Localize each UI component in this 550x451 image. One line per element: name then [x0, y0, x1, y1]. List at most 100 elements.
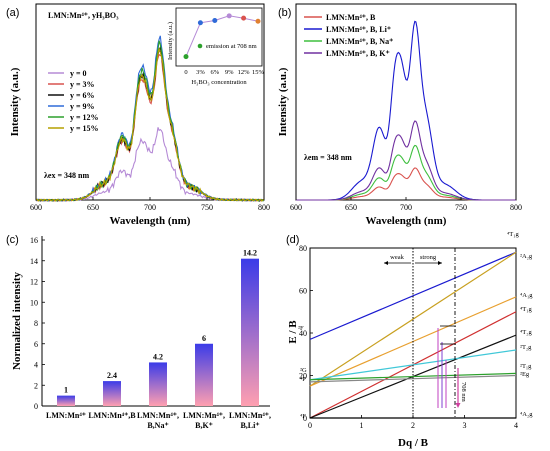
inset-point	[212, 17, 218, 23]
left-label-2F: ²F	[298, 325, 304, 332]
inset-point	[255, 18, 261, 24]
panel-a-label: (a)	[6, 7, 19, 19]
energy-level-line-5	[309, 349, 517, 381]
bar-value-label: 6	[202, 334, 206, 343]
panel-a-legend: y = 0 y = 3% y = 6% y = 9% y = 12% y = 15%	[48, 69, 99, 133]
panel-b-lambda: λem = 348 nm	[304, 153, 352, 162]
legend-label: LMN:Mn⁴⁺, B, K⁺	[326, 49, 390, 58]
ytick-label: 10	[30, 298, 38, 307]
emission-label: 708 nm	[460, 382, 467, 402]
panel-d-ylabel: E / B	[287, 320, 299, 344]
xtick-label: 750	[201, 203, 213, 212]
panel-a-title: LMN:Mn⁴⁺, yH₃BO₃	[48, 11, 119, 20]
inset-xtick: 12%	[238, 69, 251, 76]
ytick-label: 20	[299, 372, 307, 381]
ytick-label: 6	[34, 340, 38, 349]
ytick-label: 14	[30, 257, 38, 266]
energy-level-line-6	[309, 372, 517, 381]
inset-xtick: 6%	[210, 69, 219, 76]
xtick-label: 800	[258, 203, 270, 212]
inset-point	[197, 20, 203, 26]
inset-legend: emission at 708 nm	[206, 43, 257, 50]
ytick-label: 40	[299, 329, 307, 338]
bar	[57, 395, 75, 406]
bar-value-label: 4.2	[153, 352, 163, 361]
category-label: B,Li⁺	[240, 421, 259, 430]
panel-b-xlabel: Wavelength (nm)	[366, 215, 447, 227]
right-label-2T2g: ²T₂g	[520, 344, 532, 351]
inset-xtick: 9%	[225, 69, 234, 76]
inset-point	[226, 13, 232, 19]
panel-a-xticks: 600 650 700 750 800	[30, 197, 270, 212]
ytick-label: 0	[303, 414, 307, 423]
right-term-labels: ⁴T₁g ²A₂g ⁴A₁g ⁴T₁g ⁴T₂g ²T₂g ²T₁g ²Eg ⁴…	[507, 231, 533, 418]
panel-a-curves	[35, 35, 265, 202]
ytick-label: 4	[34, 361, 38, 370]
bar-value-label: 1	[64, 386, 68, 395]
weak-label: weak	[390, 254, 404, 261]
xtick-label: 0	[308, 421, 312, 430]
legend-label: y = 12%	[70, 113, 99, 122]
energy-level-line-1	[309, 251, 517, 387]
energy-level-line-7	[309, 374, 517, 383]
right-label-4A1g: ⁴A₁g	[520, 292, 533, 299]
xtick-label: 4	[514, 421, 518, 430]
category-label: LMN:Mn⁴⁺	[46, 411, 86, 420]
ytick-label: 60	[299, 287, 307, 296]
right-label-4A2g: ⁴A₂g	[520, 411, 533, 418]
legend-label: y = 0	[70, 69, 87, 78]
legend-label: y = 6%	[70, 91, 95, 100]
bar	[103, 381, 121, 406]
strong-arrow-head	[438, 261, 442, 265]
inset-xtick: 3%	[196, 69, 205, 76]
left-label-4P: ⁴P	[300, 376, 306, 383]
inset-xtick: 0	[184, 69, 187, 76]
energy-level-line-0	[309, 251, 517, 340]
right-label-4T1g: ⁴T₁g	[520, 306, 533, 313]
strong-label: strong	[420, 254, 437, 261]
ytick-label: 8	[34, 319, 38, 328]
xtick-label: 700	[400, 203, 412, 212]
panel-b-ylabel: Intensity (a.u.)	[277, 67, 289, 136]
panel-d-label: (d)	[286, 234, 299, 246]
panel-c-ylabel: Normalized intensity	[11, 271, 23, 370]
bar	[149, 362, 167, 406]
right-label-4T1g-top: ⁴T₁g	[507, 231, 520, 238]
spectrum-3	[296, 120, 516, 201]
ytick-label: 0	[34, 402, 38, 411]
panel-c-yticks: 0 2 4 6 8 10 12 14 16	[30, 236, 45, 411]
inset-legend-marker	[197, 43, 203, 49]
category-label: B,Na⁺	[147, 421, 168, 430]
right-label-2A2g: ²A₂g	[520, 253, 533, 260]
panel-d-xticks: 0 1 2 3 4	[308, 415, 518, 430]
panel-d-yticks: 0 20 40 60 80	[299, 244, 313, 423]
xtick-label: 650	[345, 203, 357, 212]
legend-label: LMN:Mn⁴⁺, B, Na⁺	[326, 37, 393, 46]
xtick-label: 700	[144, 203, 156, 212]
panel-b: (b) 600 650 700 750 800 LMN:Mn⁴⁺, BLMN:Mn⁴⁺,…	[277, 3, 522, 227]
xtick-label: 2	[411, 421, 415, 430]
right-label-2T1g: ²T₁g	[520, 363, 532, 370]
ytick-label: 80	[299, 244, 307, 253]
transition-arrows: 708 nm	[437, 325, 467, 408]
spectrum-5	[35, 48, 265, 202]
left-term-labels: ²F ²G ⁴P ⁴F	[298, 325, 307, 420]
category-label: LMN:Mn⁴⁺,B	[88, 411, 136, 420]
panel-a: (a) 600 650 700 750 800 LMN:Mn⁴⁺, yH₃BO₃ y =…	[6, 3, 270, 227]
inset-xlabel: H₃BO₃ concentration	[191, 79, 247, 86]
xtick-label: 750	[455, 203, 467, 212]
legend-label: LMN:Mn⁴⁺, B, Li⁺	[326, 25, 391, 34]
panel-b-label: (b)	[278, 7, 291, 19]
inset-point	[241, 15, 247, 21]
panel-a-ylabel: Intensity (a.u.)	[9, 67, 21, 136]
right-label-2Eg: ²Eg	[520, 371, 530, 378]
panel-a-lambda: λex = 348 nm	[44, 171, 89, 180]
panel-d: (d) weak strong 708 nm 0 1 2 3 4 0 20 40 60 80 ²…	[286, 231, 533, 449]
legend-label: y = 3%	[70, 80, 95, 89]
panel-d-xlabel: Dq / B	[398, 437, 429, 449]
panel-c-label: (c)	[6, 234, 19, 246]
ytick-label: 12	[30, 278, 38, 287]
panel-b-frame	[295, 3, 517, 201]
ytick-label: 16	[30, 236, 38, 245]
